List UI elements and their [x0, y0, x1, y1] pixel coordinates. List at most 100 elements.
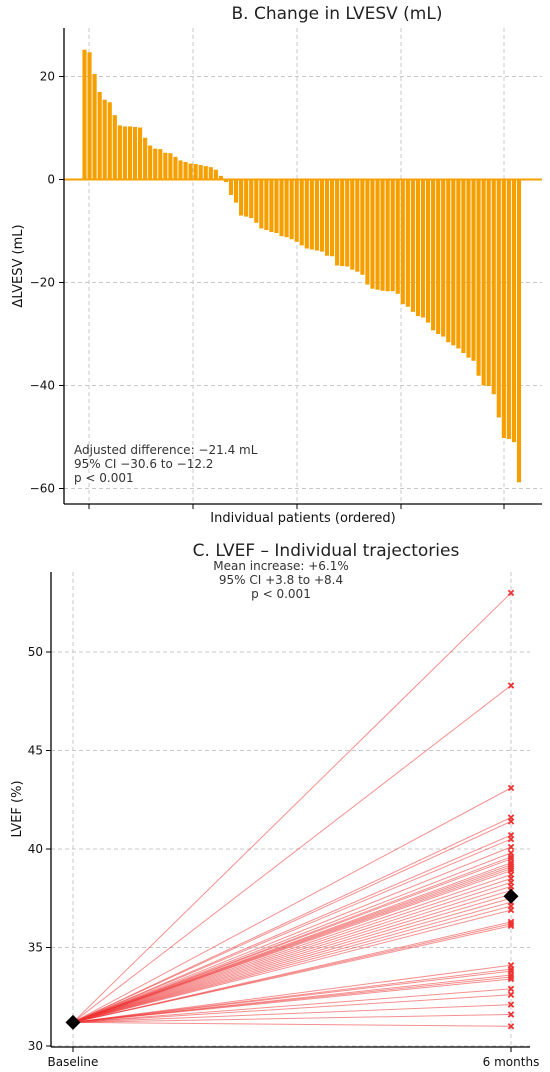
- lvef-patient-line: [72, 1004, 512, 1023]
- lvesv-bar: [87, 52, 92, 180]
- lvef-followup-marker: [507, 682, 515, 689]
- lvesv-y-tick-label--40: −40: [30, 379, 55, 393]
- lvesv-title: B. Change in LVESV (mL): [232, 4, 443, 24]
- lvef-patient-line: [72, 592, 512, 1023]
- lvef-patient-line: [72, 905, 512, 1023]
- lvef-followup-marker: [507, 784, 515, 792]
- lvef-patient-line: [72, 964, 512, 1023]
- lvesv-annotation-ci: 95% CI −30.6 to −12.2: [74, 457, 213, 471]
- lvef-patient-line: [72, 901, 512, 1023]
- lvesv-bar: [97, 91, 102, 180]
- lvef-followup-marker: [507, 589, 515, 597]
- lvef-annotation-ci: 95% CI +3.8 to +8.4: [219, 573, 343, 587]
- lvef-patient-line: [72, 858, 512, 1023]
- lvesv-bar: [92, 73, 97, 180]
- lvef-mean-markers: [65, 888, 519, 1030]
- lvef-followup-marker: [507, 853, 515, 861]
- lvesv-bar: [350, 179, 355, 270]
- lvef-patient-line: [72, 817, 512, 1023]
- lvef-mean-baseline-marker: [65, 1014, 81, 1030]
- lvef-y-tick-label-40: 40: [28, 842, 43, 856]
- lvesv-bar: [309, 179, 314, 250]
- lvef-y-tick-label-35: 35: [28, 941, 43, 955]
- lvef-patient-line: [72, 882, 512, 1023]
- lvef-patient-line: [72, 909, 512, 1023]
- lvesv-bar: [441, 179, 446, 337]
- lvesv-bar: [274, 179, 279, 234]
- lvesv-bar: [289, 179, 294, 240]
- lvef-patient-line: [72, 889, 512, 1023]
- lvef-annotation-mean: Mean increase: +6.1%: [213, 559, 349, 573]
- lvef-x-tick-6-months: 6 months: [483, 1055, 540, 1069]
- lvesv-bar: [188, 163, 193, 180]
- lvef-followup-marker: [507, 991, 515, 999]
- lvef-patient-line: [72, 878, 512, 1023]
- lvesv-bar: [244, 179, 249, 217]
- lvef-followup-markers: [507, 589, 515, 1030]
- lvesv-bar: [466, 179, 471, 358]
- lvef-patient-line: [72, 820, 512, 1023]
- lvesv-bar: [239, 179, 244, 216]
- lvef-followup-marker: [507, 843, 515, 851]
- lvef-patient-line: [72, 838, 512, 1023]
- lvesv-bar: [168, 153, 173, 180]
- lvesv-bar: [486, 179, 491, 387]
- lvesv-bar: [335, 179, 340, 266]
- lvef-patient-line: [72, 852, 512, 1023]
- lvesv-bar: [304, 179, 309, 249]
- lvef-followup-marker: [507, 835, 515, 843]
- lvef-patient-line: [72, 787, 512, 1023]
- lvef-followup-marker: [507, 865, 515, 872]
- lvesv-bar: [259, 179, 264, 229]
- lvesv-bar: [218, 175, 223, 180]
- lvesv-bar: [385, 179, 390, 292]
- lvesv-bar: [446, 179, 451, 343]
- lvesv-bar: [193, 164, 198, 180]
- lvesv-bar: [153, 148, 158, 180]
- lvesv-bar: [506, 179, 511, 440]
- lvef-followup-marker: [507, 1011, 515, 1018]
- lvesv-y-ticks: 20 0 −20 −40 −60: [30, 70, 505, 509]
- lvef-patient-line: [72, 685, 512, 1023]
- lvesv-bar: [481, 179, 486, 386]
- lvesv-bar: [415, 179, 421, 316]
- lvesv-bar: [203, 166, 208, 180]
- lvesv-bar: [491, 179, 496, 395]
- lvesv-bar: [148, 145, 153, 180]
- lvesv-bar: [254, 179, 259, 223]
- lvesv-bar: [122, 126, 127, 180]
- lvef-followup-marker: [507, 985, 515, 993]
- lvef-trajectory-chart: 30 35 40 45 50 C. LVEF – Individual trajecto…: [10, 541, 539, 1069]
- lvef-followup-marker: [507, 975, 515, 983]
- lvesv-bar: [501, 179, 506, 439]
- lvef-patient-line: [72, 885, 512, 1023]
- lvesv-bar: [380, 179, 385, 291]
- lvesv-axes: [63, 28, 542, 505]
- lvef-axes: [50, 572, 530, 1048]
- lvesv-bar: [410, 179, 415, 312]
- lvesv-bar: [82, 49, 87, 180]
- lvesv-bar: [213, 169, 218, 180]
- lvesv-bar: [431, 179, 436, 331]
- lvesv-bar: [511, 179, 517, 443]
- lvesv-bar: [395, 179, 400, 294]
- lvesv-bar: [279, 179, 284, 237]
- lvesv-bar: [340, 179, 345, 267]
- lvesv-bar: [461, 179, 466, 354]
- lvesv-bar: [496, 179, 501, 418]
- lvef-y-axis-label: LVEF (%): [10, 780, 25, 837]
- lvesv-y-tick-label-20: 20: [40, 70, 55, 84]
- lvesv-bar: [345, 179, 350, 267]
- lvesv-bar: [138, 127, 143, 180]
- lvef-trajectory-lines: [72, 592, 512, 1027]
- lvesv-bar: [107, 102, 112, 180]
- lvef-followup-marker: [507, 922, 515, 930]
- lvesv-bar: [405, 179, 410, 307]
- lvef-followup-marker: [507, 973, 515, 981]
- lvesv-bar: [476, 179, 481, 376]
- lvesv-bar: [451, 179, 456, 346]
- lvesv-bar: [102, 99, 107, 180]
- lvef-patient-line: [72, 1021, 512, 1027]
